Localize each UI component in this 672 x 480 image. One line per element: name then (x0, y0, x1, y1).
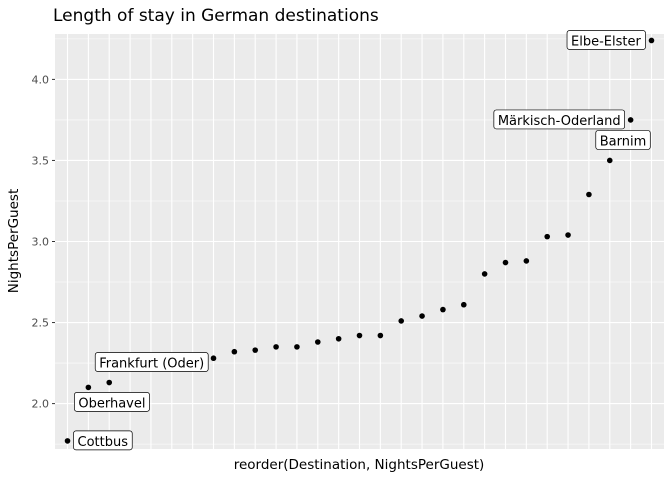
y-axis-title: NightsPerGuest (6, 189, 22, 293)
point-label-box (566, 30, 646, 50)
data-point (440, 306, 446, 313)
data-points (64, 37, 655, 444)
data-point (586, 191, 592, 198)
point-label-text: Cottbus (78, 435, 129, 450)
data-point (627, 117, 634, 123)
y-tick-label: 2.5 (32, 317, 50, 330)
data-point (273, 344, 279, 350)
point-label-box (74, 392, 150, 412)
x-axis-title: reorder(Destination, NightsPerGuest) (234, 457, 485, 473)
data-point (85, 384, 92, 391)
data-point (398, 318, 405, 324)
point-label-text: Frankfurt (Oder) (99, 357, 204, 372)
point-label-box (73, 430, 133, 451)
point-label-text: Oberhavel (78, 396, 145, 411)
data-point (314, 339, 321, 345)
point-label-box (94, 352, 209, 372)
chart-title: Length of stay in German destinations (53, 6, 379, 26)
data-point (460, 301, 467, 308)
data-point (356, 332, 363, 339)
data-point (252, 347, 259, 353)
data-point (231, 348, 238, 355)
data-point (377, 332, 384, 339)
grid-lines (55, 34, 664, 449)
point-label: Cottbus (73, 430, 133, 451)
point-label: Oberhavel (74, 392, 150, 412)
point-label: Barnim (595, 130, 651, 150)
data-point (294, 344, 300, 350)
data-point (481, 271, 488, 277)
point-label: Elbe-Elster (566, 30, 646, 50)
point-label-box (595, 130, 651, 150)
point-labels: Cottbus Oberhavel Frankfurt (Oder) Barnim Mä… (73, 30, 651, 451)
data-point (419, 313, 425, 319)
y-tick-label: 3.0 (32, 236, 50, 249)
y-tick-label: 3.5 (32, 154, 50, 167)
data-point (606, 157, 613, 164)
point-label-text: Barnim (600, 134, 647, 149)
point-label-box (493, 109, 625, 130)
point-label-text: Märkisch-Oderland (498, 114, 621, 129)
point-label-text: Elbe-Elster (571, 34, 641, 49)
data-point (210, 355, 217, 362)
point-label: Frankfurt (Oder) (94, 352, 209, 372)
data-point (648, 37, 655, 44)
y-tick-label: 2.0 (32, 398, 50, 411)
data-point (565, 232, 571, 238)
data-point (502, 259, 509, 266)
data-point (335, 335, 342, 342)
y-tick-label: 4.0 (32, 73, 50, 86)
data-point (64, 438, 71, 444)
data-point (523, 258, 530, 264)
data-point (544, 233, 551, 240)
point-label: Märkisch-Oderland (493, 109, 625, 130)
data-point (106, 379, 113, 386)
y-axis: 2.0 2.5 3.0 3.5 4.0 (32, 73, 55, 411)
